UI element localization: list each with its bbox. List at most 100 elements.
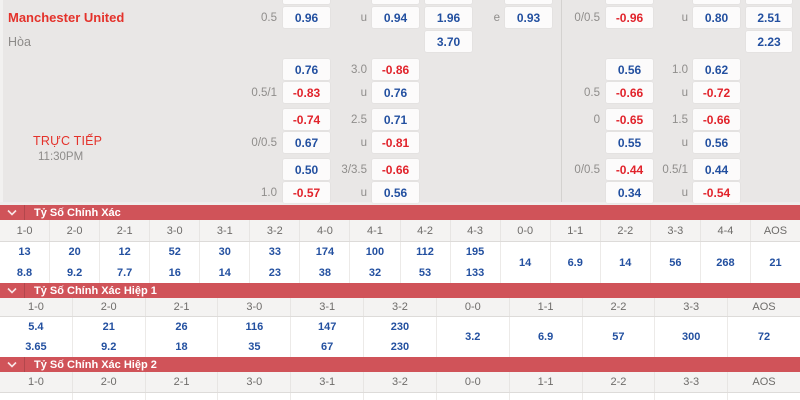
- score-odds-value[interactable]: 230: [390, 321, 410, 333]
- score-odds-value[interactable]: 147: [317, 321, 337, 333]
- score-odds-value[interactable]: 23: [268, 266, 281, 279]
- score-odds-value[interactable]: 9.2: [101, 341, 117, 353]
- score-odds-value[interactable]: 7.7: [117, 266, 133, 279]
- score-odds-value[interactable]: 72: [757, 331, 771, 343]
- score-odds-value[interactable]: 133: [465, 266, 485, 279]
- score-odds-value[interactable]: 195: [465, 246, 485, 259]
- odds-value[interactable]: 0.71: [372, 109, 419, 130]
- score-column: 33 23: [250, 242, 301, 283]
- chevron-down-icon[interactable]: [0, 283, 25, 298]
- score-odds-value[interactable]: 6.9: [567, 256, 583, 269]
- score-values-grid: 5.4 3.65 21 9.2 26 18 116 35 147 67 230 230 3.2 6.9 57…: [0, 317, 800, 357]
- score-column: 30 14: [200, 242, 251, 283]
- odds-value[interactable]: 0.62: [693, 59, 740, 80]
- score-column: 6.9: [510, 317, 583, 357]
- section-header-bar[interactable]: Tỷ Số Chính Xác: [0, 205, 800, 220]
- score-odds-value[interactable]: 300: [682, 331, 701, 343]
- odds-line-label: 0/0.5: [574, 11, 600, 24]
- odds-value[interactable]: 0.50: [283, 159, 330, 180]
- odds-value[interactable]: -0.65: [606, 109, 653, 130]
- odds-value[interactable]: -0.54: [693, 182, 740, 203]
- score-odds-value[interactable]: 18: [175, 341, 188, 353]
- score-column-header: 4-0: [300, 220, 351, 241]
- odds-value[interactable]: -0.83: [283, 82, 330, 103]
- score-column: [218, 393, 292, 400]
- chevron-down-icon[interactable]: [0, 357, 25, 372]
- odds-value[interactable]: 2.51: [746, 7, 792, 28]
- odds-value[interactable]: 0.56: [372, 182, 419, 203]
- score-odds-value[interactable]: 30: [218, 246, 231, 259]
- odds-value[interactable]: 0.56: [606, 59, 653, 80]
- score-column-header: 3-0: [218, 298, 292, 316]
- odds-value[interactable]: 0.93: [505, 7, 552, 28]
- score-odds-value[interactable]: 14: [519, 256, 532, 269]
- odds-value[interactable]: -0.72: [693, 82, 740, 103]
- score-odds-value[interactable]: 6.9: [537, 331, 554, 343]
- odds-value[interactable]: -0.96: [606, 7, 653, 28]
- odds-value[interactable]: 0.76: [372, 82, 419, 103]
- score-column: 116 35: [218, 317, 292, 357]
- score-odds-value[interactable]: 52: [168, 246, 181, 259]
- score-odds-value[interactable]: 174: [315, 246, 335, 259]
- odds-value[interactable]: 0.94: [372, 7, 419, 28]
- score-column-header: 3-3: [655, 298, 729, 316]
- score-odds-value[interactable]: 13: [18, 246, 31, 259]
- score-odds-value[interactable]: 16: [168, 266, 181, 279]
- odds-value[interactable]: 0.96: [283, 7, 330, 28]
- score-odds-value[interactable]: 67: [321, 341, 334, 353]
- score-odds-value[interactable]: 112: [416, 246, 434, 259]
- score-odds-value[interactable]: 57: [612, 331, 625, 343]
- odds-value-cropped: [746, 0, 792, 4]
- odds-value[interactable]: 0.67: [283, 132, 330, 153]
- chevron-down-icon[interactable]: [0, 205, 25, 220]
- score-odds-value[interactable]: 32: [368, 266, 382, 279]
- odds-value[interactable]: 0.80: [693, 7, 740, 28]
- score-odds-value[interactable]: 116: [245, 321, 264, 333]
- score-odds-value[interactable]: 26: [175, 321, 188, 333]
- score-odds-value[interactable]: 21: [102, 321, 115, 333]
- odds-value[interactable]: 0.55: [606, 132, 653, 153]
- odds-value[interactable]: 2.23: [746, 31, 792, 52]
- score-odds-value[interactable]: 3.2: [465, 331, 481, 343]
- section-header-bar[interactable]: Tỷ Số Chính Xác Hiệp 1: [0, 283, 800, 298]
- odds-value[interactable]: 0.76: [283, 59, 330, 80]
- odds-value[interactable]: 0.44: [693, 159, 740, 180]
- odds-line-label: 3/3.5: [341, 163, 367, 176]
- odds-line-label: u: [360, 86, 367, 99]
- score-odds-value[interactable]: 56: [669, 256, 682, 269]
- score-odds-value[interactable]: 9.2: [66, 266, 83, 279]
- score-odds-value[interactable]: 38: [318, 266, 332, 279]
- score-values-grid: 13 8.8 20 9.2 12 7.7 52 16 30 14 33 23 174 38 100 32 112…: [0, 242, 800, 283]
- score-odds-value[interactable]: 5.4: [28, 321, 44, 333]
- section-header-bar[interactable]: Tỷ Số Chính Xác Hiệp 2: [0, 357, 800, 372]
- odds-value[interactable]: -0.86: [372, 59, 419, 80]
- score-odds-value[interactable]: 33: [268, 246, 281, 259]
- odds-value[interactable]: 0.56: [693, 132, 740, 153]
- score-odds-value[interactable]: 21: [769, 256, 782, 269]
- odds-value[interactable]: 1.96: [425, 7, 472, 28]
- score-odds-value[interactable]: 230: [390, 341, 410, 353]
- score-odds-value[interactable]: 268: [716, 256, 735, 269]
- score-column: 195 133: [451, 242, 501, 283]
- odds-value[interactable]: 3.70: [425, 31, 472, 52]
- odds-value[interactable]: -0.74: [283, 109, 330, 130]
- score-odds-value[interactable]: 3.65: [25, 341, 47, 353]
- score-odds-value[interactable]: 14: [619, 256, 632, 269]
- odds-value[interactable]: -0.66: [606, 82, 653, 103]
- odds-value[interactable]: 0.34: [606, 182, 653, 203]
- odds-value[interactable]: -0.57: [283, 182, 330, 203]
- panel-left-strip: [0, 0, 3, 205]
- odds-value[interactable]: -0.81: [372, 132, 419, 153]
- score-odds-value[interactable]: 35: [248, 341, 261, 353]
- odds-value[interactable]: -0.66: [693, 109, 740, 130]
- odds-value[interactable]: -0.66: [372, 159, 419, 180]
- score-column: 230 230: [364, 317, 437, 357]
- score-odds-value[interactable]: 8.8: [16, 266, 33, 279]
- score-odds-value[interactable]: 12: [118, 246, 131, 259]
- score-odds-value[interactable]: 53: [418, 266, 432, 279]
- score-odds-value[interactable]: 14: [218, 266, 231, 279]
- score-column-header: 3-3: [651, 220, 701, 241]
- score-odds-value[interactable]: 20: [68, 246, 81, 259]
- score-odds-value[interactable]: 100: [365, 246, 385, 259]
- odds-value[interactable]: -0.44: [606, 159, 653, 180]
